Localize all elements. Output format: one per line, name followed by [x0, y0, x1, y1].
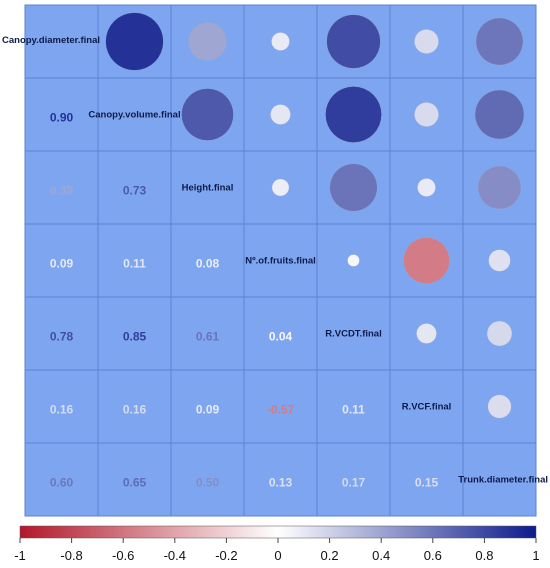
- correlation-circle: [188, 22, 227, 61]
- correlation-value: 0.15: [415, 476, 439, 490]
- correlation-circle: [488, 249, 511, 272]
- matrix-cell: [24, 369, 99, 444]
- colorbar-tick-label: -0.8: [60, 548, 82, 563]
- matrix-cell: [243, 442, 318, 517]
- variable-label: Canopy.volume.final: [88, 110, 180, 121]
- matrix-cell: [97, 150, 172, 225]
- colorbar-tick-label: -0.6: [112, 548, 134, 563]
- matrix-cell: [97, 369, 172, 444]
- correlation-circle: [417, 178, 436, 197]
- matrix-cell: [316, 369, 391, 444]
- matrix-cell: [24, 223, 99, 298]
- colorbar: -1 -0.8 -0.6 -0.4 -0.2 0 0.2 0.4 0.6 0.8 1: [14, 525, 540, 563]
- colorbar-tick-label: 0.6: [424, 548, 442, 563]
- correlation-value: 0.78: [50, 330, 74, 344]
- correlation-circle: [486, 320, 513, 347]
- matrix-cell: [24, 442, 99, 517]
- correlation-value: 0.73: [123, 184, 147, 198]
- correlation-value: 0.39: [50, 184, 74, 198]
- matrix-cell: [462, 442, 537, 517]
- correlation-circle: [416, 323, 437, 344]
- matrix-cell: [170, 296, 245, 371]
- correlation-value: 0.11: [123, 257, 146, 271]
- variable-label: R.VCDT.final: [325, 329, 381, 340]
- correlation-circle: [329, 163, 378, 212]
- correlation-circle: [105, 12, 164, 71]
- correlation-circle: [326, 14, 381, 69]
- matrix-marks: Canopy.diameter.final 0.90 Canopy.volume.f…: [2, 12, 548, 490]
- correlation-value: 0.09: [196, 403, 220, 417]
- matrix-cell: [243, 369, 318, 444]
- correlation-circle: [271, 178, 290, 197]
- correlation-circle: [271, 32, 290, 51]
- variable-label: Nº.of.fruits.final: [245, 256, 316, 267]
- colorbar-tick-label: 0.2: [321, 548, 339, 563]
- variable-label: Trunk.diameter.final: [458, 475, 548, 486]
- correlation-circle: [475, 17, 524, 66]
- correlation-value: 0.09: [50, 257, 74, 271]
- correlation-value: 0.08: [196, 257, 220, 271]
- correlation-value: 0.60: [50, 476, 74, 490]
- correlation-circle: [474, 89, 525, 140]
- correlation-value: 0.65: [123, 476, 147, 490]
- correlation-circle: [347, 254, 360, 267]
- matrix-grid: [24, 4, 537, 517]
- matrix-cell: [24, 296, 99, 371]
- colorbar-tick-label: 1: [532, 548, 539, 563]
- correlation-value: 0.17: [342, 476, 366, 490]
- colorbar-gradient: [19, 525, 537, 539]
- correlation-value: 0.61: [196, 330, 220, 344]
- correlation-value: 0.85: [123, 330, 147, 344]
- variable-label: Height.final: [182, 183, 234, 194]
- colorbar-tick-label: -0.2: [215, 548, 237, 563]
- correlation-value: -0.57: [267, 403, 295, 417]
- variable-label: R.VCF.final: [402, 402, 452, 413]
- correlation-value: 0.13: [269, 476, 293, 490]
- colorbar-tick-label: 0: [274, 548, 281, 563]
- correlation-circle: [414, 29, 439, 54]
- matrix-cell: [170, 150, 245, 225]
- colorbar-tick-label: 0.4: [372, 548, 390, 563]
- correlation-circle: [414, 102, 439, 127]
- matrix-cell: [243, 223, 318, 298]
- matrix-cell: [170, 369, 245, 444]
- colorbar-tick-label: -0.4: [164, 548, 186, 563]
- correlation-value: 0.11: [342, 403, 365, 417]
- correlation-value: 0.90: [50, 111, 74, 125]
- matrix-cell: [389, 442, 464, 517]
- correlation-circle: [403, 237, 450, 284]
- correlation-value: 0.16: [123, 403, 147, 417]
- correlation-value: 0.04: [269, 330, 293, 344]
- correlation-circle: [487, 394, 512, 419]
- correlation-value: 0.16: [50, 403, 74, 417]
- matrix-cell: [170, 442, 245, 517]
- correlation-circle: [325, 86, 382, 143]
- correlation-circle: [181, 88, 234, 141]
- matrix-cell: [97, 223, 172, 298]
- colorbar-tick-label: 0.8: [475, 548, 493, 563]
- correlation-circle: [477, 165, 522, 210]
- correlation-value: 0.50: [196, 476, 220, 490]
- variable-label: Canopy.diameter.final: [2, 35, 100, 46]
- correlation-circle: [270, 104, 291, 125]
- matrix-cell: [24, 4, 99, 79]
- matrix-cell: [24, 77, 99, 152]
- matrix-cell: [316, 442, 391, 517]
- colorbar-tick-label: -1: [14, 548, 26, 563]
